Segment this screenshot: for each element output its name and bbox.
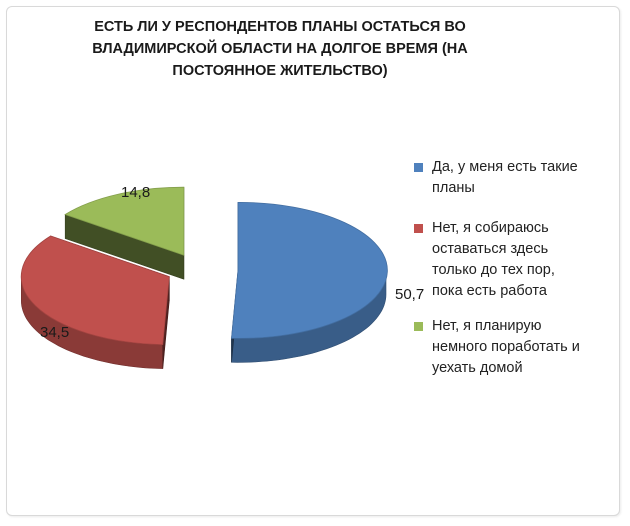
- legend-item-no-stay-while-work: Нет, я собираюсь оставаться здесь только…: [412, 218, 612, 302]
- pie-slices: [20, 186, 388, 369]
- legend-swatch-yes: [414, 163, 423, 172]
- legend-item-no-go-home: Нет, я планирую немного поработать и уех…: [412, 316, 612, 379]
- pie-slice-0-top: [231, 201, 388, 339]
- chart-title: ЕСТЬ ЛИ У РЕСПОНДЕНТОВ ПЛАНЫ ОСТАТЬСЯ ВО…: [80, 16, 480, 82]
- data-label-2: 14,8: [121, 184, 150, 201]
- pie-slice-2-top: [64, 186, 185, 256]
- legend-label-no-go-home: Нет, я планирую немного поработать и уех…: [432, 318, 580, 376]
- chart-title-line-3: ПОСТОЯННОЕ ЖИТЕЛЬСТВО): [172, 63, 388, 79]
- legend-swatch-no-go-home: [414, 322, 423, 331]
- chart-legend: Да, у меня есть такие планы Нет, я собир…: [412, 157, 612, 398]
- data-label-0: 50,7: [395, 286, 424, 303]
- legend-swatch-no-stay-while-work: [414, 224, 423, 233]
- pie-slice-1-top: [20, 235, 170, 346]
- data-label-1: 34,5: [40, 324, 69, 341]
- chart-title-line-2: ВЛАДИМИРСКОЙ ОБЛАСТИ НА ДОЛГОЕ ВРЕМЯ (НА: [92, 41, 468, 57]
- legend-label-no-stay-while-work: Нет, я собираюсь оставаться здесь только…: [432, 220, 555, 299]
- chart-title-line-1: ЕСТЬ ЛИ У РЕСПОНДЕНТОВ ПЛАНЫ ОСТАТЬСЯ ВО: [94, 19, 466, 35]
- legend-label-yes: Да, у меня есть такие планы: [432, 159, 578, 196]
- legend-item-yes: Да, у меня есть такие планы: [412, 157, 612, 199]
